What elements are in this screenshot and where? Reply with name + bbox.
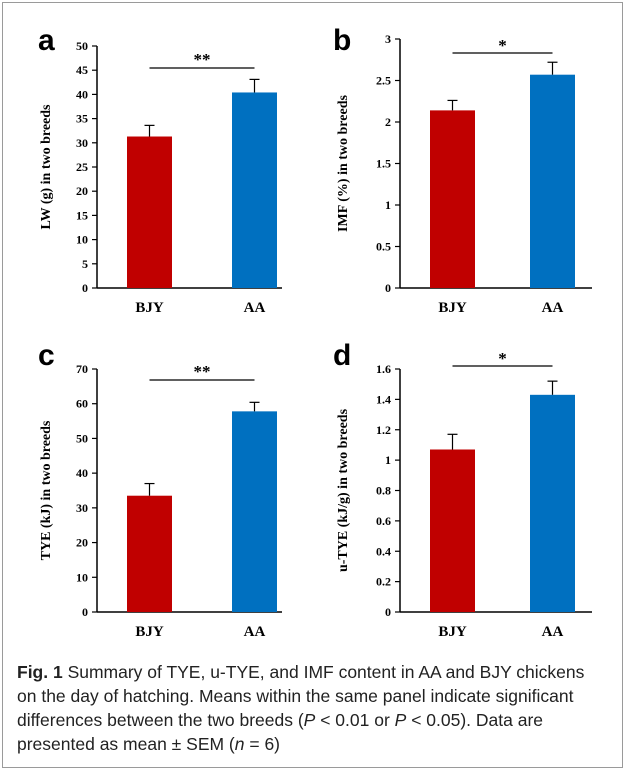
caption-p-1: P: [303, 710, 316, 730]
y-tick-label-b: 2.5: [376, 74, 391, 88]
bar-d-bjy: [430, 449, 475, 612]
significance-marker-d: *: [498, 349, 507, 368]
x-tick-label-b-bjy: BJY: [438, 300, 467, 316]
y-tick-label-b: 0: [385, 281, 391, 295]
x-tick-label-d-bjy: BJY: [438, 624, 467, 640]
y-tick-label-d: 1: [385, 453, 391, 467]
y-tick-label-b: 1.5: [376, 157, 391, 171]
significance-marker-b: *: [498, 36, 507, 55]
caption-text-3: < 0.05). Data are presented as mean ± SE…: [17, 710, 544, 754]
x-tick-label-c-bjy: BJY: [135, 624, 164, 640]
y-tick-label-c: 0: [82, 605, 88, 619]
caption-text-4: = 6): [244, 734, 281, 754]
bar-c-aa: [232, 411, 277, 612]
y-tick-label-a: 30: [76, 136, 88, 150]
y-tick-label-a: 10: [76, 233, 88, 247]
y-axis-title-d: u-TYE (kJ/g) in two breeds: [336, 408, 351, 572]
panel-label-d: d: [333, 339, 351, 372]
bar-b-bjy: [430, 110, 475, 288]
y-tick-label-d: 0.4: [376, 544, 391, 558]
panel-label-c: c: [38, 339, 55, 372]
y-tick-label-a: 40: [76, 87, 88, 101]
y-tick-label-d: 0: [385, 605, 391, 619]
y-tick-label-a: 20: [76, 184, 88, 198]
y-tick-label-d: 1.4: [376, 392, 391, 406]
x-tick-label-b-aa: AA: [542, 300, 564, 316]
caption-text-2: < 0.01 or: [315, 710, 395, 730]
y-tick-label-d: 0.8: [376, 484, 391, 498]
panel-label-a: a: [38, 24, 55, 57]
y-tick-label-b: 2: [385, 115, 391, 129]
y-tick-label-a: 5: [82, 257, 88, 271]
y-tick-label-b: 0.5: [376, 240, 391, 254]
y-axis-title-c: TYE (kJ) in two breeds: [39, 420, 54, 560]
y-tick-label-c: 30: [76, 501, 88, 515]
y-tick-label-d: 0.2: [376, 575, 391, 589]
caption-label: Fig. 1: [17, 662, 63, 682]
y-tick-label-c: 50: [76, 431, 88, 445]
bar-d-aa: [530, 394, 575, 612]
x-tick-label-d-aa: AA: [542, 624, 564, 640]
y-tick-label-d: 1.6: [376, 362, 391, 376]
figure-caption: Fig. 1 Summary of TYE, u-TYE, and IMF co…: [17, 660, 607, 756]
y-tick-label-d: 0.6: [376, 514, 391, 528]
x-tick-label-a-bjy: BJY: [135, 300, 164, 316]
y-tick-label-c: 70: [76, 362, 88, 376]
significance-marker-c: **: [194, 362, 211, 381]
x-tick-label-c-aa: AA: [244, 624, 266, 640]
caption-n: n: [234, 734, 245, 754]
y-tick-label-c: 20: [76, 536, 88, 550]
x-tick-label-a-aa: AA: [244, 300, 266, 316]
y-tick-label-a: 0: [82, 281, 88, 295]
figure-panels: aLW (g) in two breeds0510152025303540455…: [38, 24, 592, 640]
y-tick-label-d: 1.2: [376, 423, 391, 437]
y-tick-label-b: 1: [385, 198, 391, 212]
bar-a-aa: [232, 92, 277, 289]
y-tick-label-a: 25: [76, 160, 88, 174]
significance-marker-a: **: [194, 50, 211, 69]
bar-a-bjy: [127, 136, 172, 288]
y-axis-title-a: LW (g) in two breeds: [39, 104, 54, 230]
y-tick-label-a: 35: [76, 112, 88, 126]
y-tick-label-b: 3: [385, 32, 391, 46]
bar-b-aa: [530, 74, 575, 288]
y-tick-label-c: 40: [76, 466, 88, 480]
y-tick-label-a: 45: [76, 63, 88, 77]
caption-p-2: P: [394, 710, 407, 730]
caption-text-1: Summary of TYE, u-TYE, and IMF content i…: [17, 662, 585, 730]
bar-c-bjy: [127, 495, 172, 612]
y-tick-label-a: 50: [76, 39, 88, 53]
y-tick-label-c: 60: [76, 397, 88, 411]
y-tick-label-a: 15: [76, 208, 88, 222]
y-axis-title-b: IMF (%) in two breeds: [336, 95, 351, 232]
y-tick-label-c: 10: [76, 570, 88, 584]
panel-label-b: b: [333, 24, 351, 57]
